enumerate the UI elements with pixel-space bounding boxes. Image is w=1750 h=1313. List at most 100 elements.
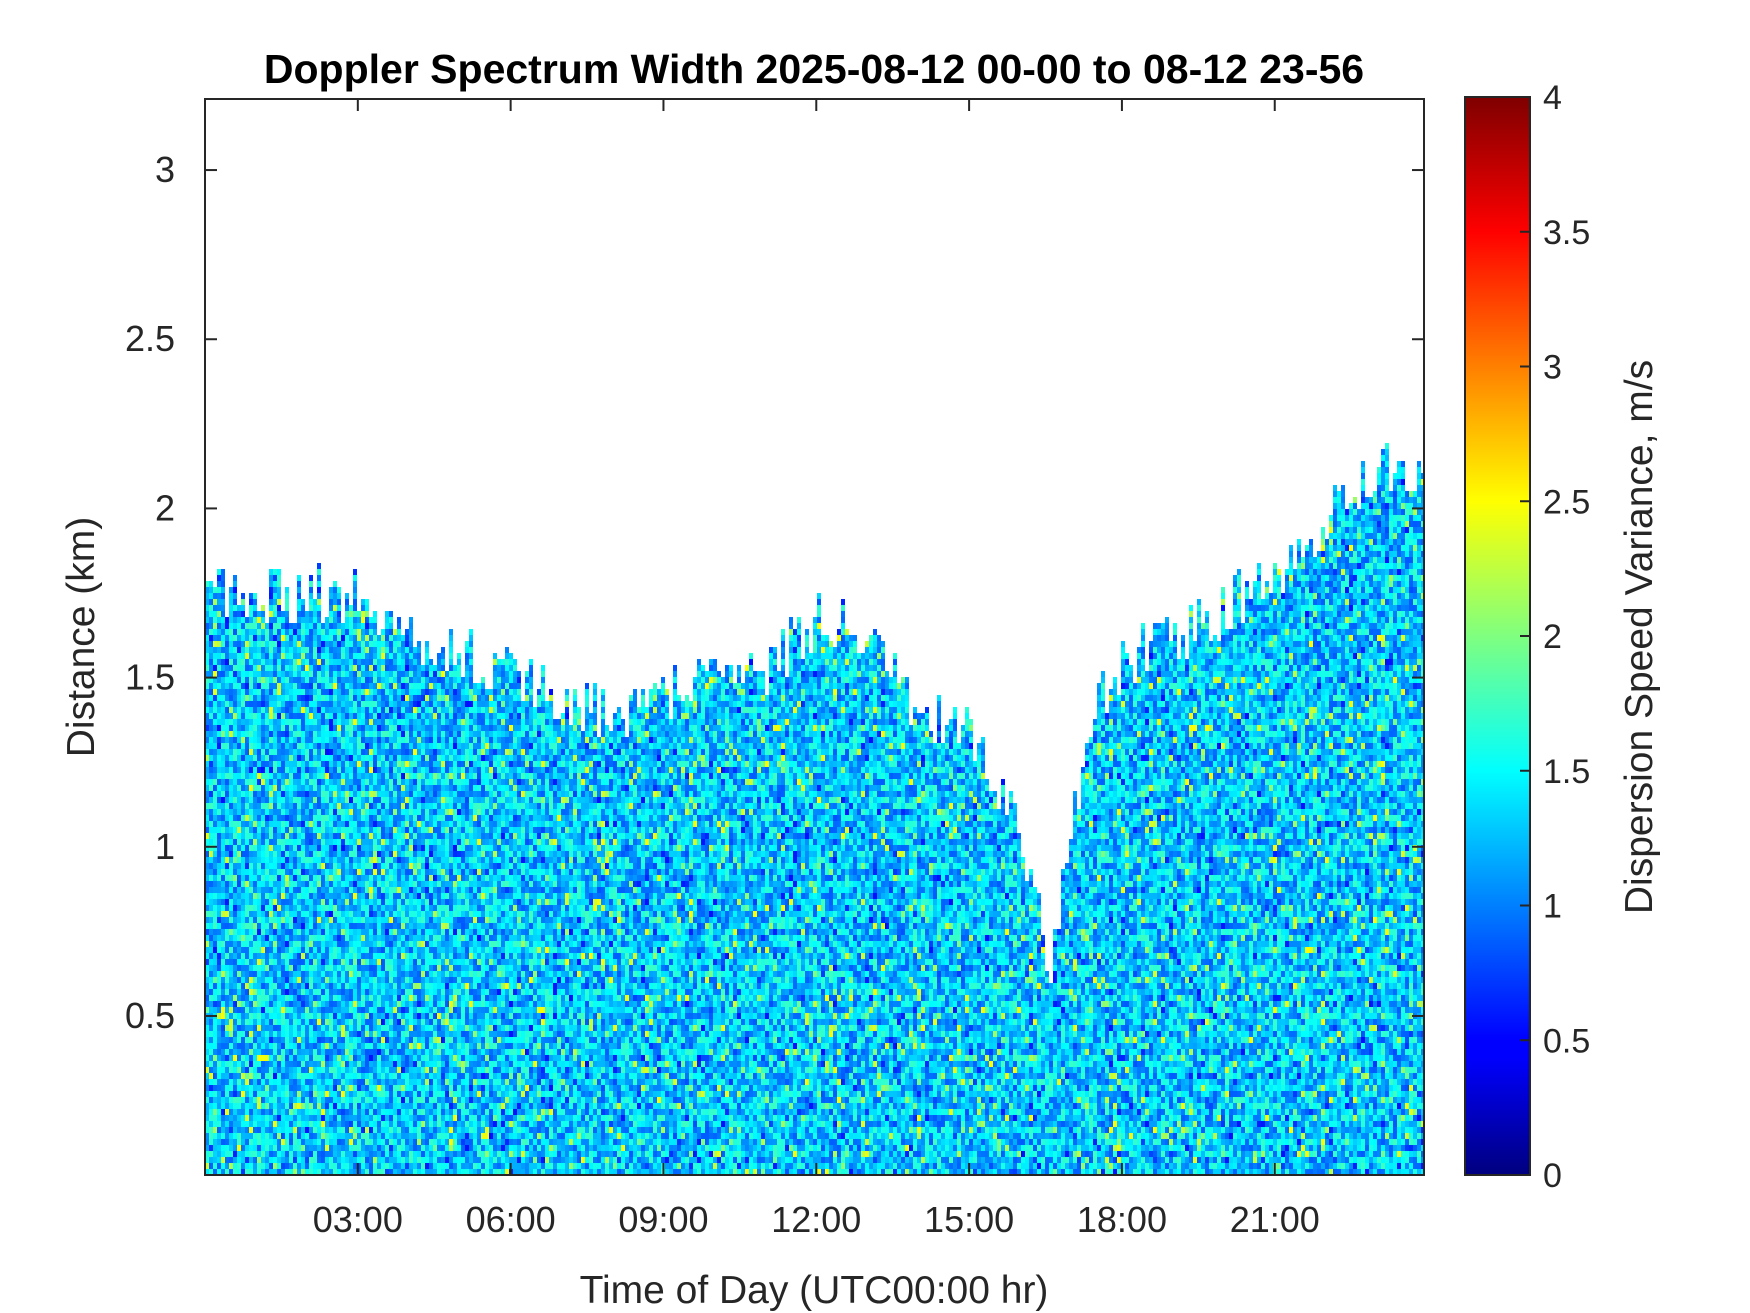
heatmap-cell xyxy=(233,581,237,587)
heatmap-cell xyxy=(265,899,269,905)
heatmap-cell xyxy=(345,641,349,647)
heatmap-cell xyxy=(261,971,265,977)
heatmap-cell xyxy=(217,959,221,965)
heatmap-cell xyxy=(369,659,373,665)
heatmap-cell xyxy=(313,773,317,779)
heatmap-cell xyxy=(269,1091,273,1097)
heatmap-cell xyxy=(393,947,397,953)
heatmap-cell xyxy=(341,623,345,629)
heatmap-cell xyxy=(225,965,229,971)
heatmap-cell xyxy=(337,1031,341,1037)
heatmap-cell xyxy=(369,1145,373,1151)
heatmap-cell xyxy=(297,1097,301,1103)
heatmap-cell xyxy=(245,899,249,905)
heatmap-cell xyxy=(305,869,309,875)
heatmap-cell xyxy=(329,989,333,995)
heatmap-cell xyxy=(337,755,341,761)
heatmap-cell xyxy=(317,1133,321,1139)
heatmap-cell xyxy=(225,803,229,809)
heatmap-cell xyxy=(229,647,233,653)
heatmap-cell xyxy=(261,755,265,761)
heatmap-cell xyxy=(297,701,301,707)
heatmap-cell xyxy=(289,911,293,917)
heatmap-cell xyxy=(309,1019,313,1025)
heatmap-cell xyxy=(309,701,313,707)
heatmap-cell xyxy=(357,989,361,995)
heatmap-cell xyxy=(229,1007,233,1013)
heatmap-cell xyxy=(337,1091,341,1097)
heatmap-cell xyxy=(313,1115,317,1121)
heatmap-cell xyxy=(293,1115,297,1121)
heatmap-cell xyxy=(385,833,389,839)
heatmap-cell xyxy=(409,929,413,935)
heatmap-cell xyxy=(337,1055,341,1061)
heatmap-cell xyxy=(409,935,413,941)
heatmap-cell xyxy=(325,1145,329,1151)
heatmap-cell xyxy=(321,1031,325,1037)
heatmap-cell xyxy=(349,749,353,755)
heatmap-cell xyxy=(269,995,273,1001)
heatmap-cell xyxy=(405,737,409,743)
heatmap-cell xyxy=(241,599,245,605)
heatmap-cell xyxy=(241,1163,245,1169)
heatmap-cell xyxy=(237,971,241,977)
heatmap-cell xyxy=(317,917,321,923)
heatmap-cell xyxy=(281,713,285,719)
heatmap-cell xyxy=(341,689,345,695)
heatmap-cell xyxy=(357,893,361,899)
heatmap-cell xyxy=(397,1007,401,1013)
heatmap-cell xyxy=(273,623,277,629)
heatmap-cell xyxy=(405,1097,409,1103)
heatmap-cell xyxy=(389,1151,393,1157)
heatmap-cell xyxy=(401,1115,405,1121)
heatmap-cell xyxy=(297,869,301,875)
heatmap-cell xyxy=(333,803,337,809)
heatmap-cell xyxy=(233,1037,237,1043)
heatmap-cell xyxy=(213,1061,217,1067)
heatmap-cell xyxy=(225,677,229,683)
heatmap-cell xyxy=(385,947,389,953)
heatmap-cell xyxy=(349,803,353,809)
heatmap-cell xyxy=(281,1061,285,1067)
heatmap-cell xyxy=(369,1061,373,1067)
heatmap-cell xyxy=(341,671,345,677)
heatmap-cell xyxy=(261,725,265,731)
heatmap-cell xyxy=(317,623,321,629)
heatmap-cell xyxy=(213,1097,217,1103)
heatmap-cell xyxy=(401,737,405,743)
heatmap-cell xyxy=(389,917,393,923)
heatmap-cell xyxy=(221,803,225,809)
heatmap-cell xyxy=(217,1097,221,1103)
heatmap-cell xyxy=(253,701,257,707)
heatmap-cell xyxy=(233,953,237,959)
heatmap-cell xyxy=(213,809,217,815)
heatmap-cell xyxy=(269,707,273,713)
heatmap-cell xyxy=(253,1109,257,1115)
heatmap-cell xyxy=(333,761,337,767)
heatmap-cell xyxy=(261,761,265,767)
heatmap-cell xyxy=(245,941,249,947)
heatmap-cell xyxy=(393,647,397,653)
heatmap-cell xyxy=(341,857,345,863)
heatmap-cell xyxy=(273,803,277,809)
heatmap-cell xyxy=(357,629,361,635)
heatmap-cell xyxy=(405,1157,409,1163)
heatmap-cell xyxy=(277,593,281,599)
heatmap-cell xyxy=(329,701,333,707)
heatmap-cell xyxy=(277,803,281,809)
heatmap-cell xyxy=(257,677,261,683)
heatmap-cell xyxy=(333,1025,337,1031)
heatmap-cell xyxy=(229,881,233,887)
heatmap-cell xyxy=(349,1031,353,1037)
heatmap-cell xyxy=(301,773,305,779)
heatmap-cell xyxy=(237,821,241,827)
heatmap-cell xyxy=(397,983,401,989)
heatmap-cell xyxy=(341,797,345,803)
heatmap-cell xyxy=(265,959,269,965)
heatmap-cell xyxy=(345,683,349,689)
heatmap-cell xyxy=(313,833,317,839)
heatmap-cell xyxy=(405,893,409,899)
heatmap-cell xyxy=(369,1133,373,1139)
heatmap-cell xyxy=(377,935,381,941)
heatmap-cell xyxy=(373,761,377,767)
